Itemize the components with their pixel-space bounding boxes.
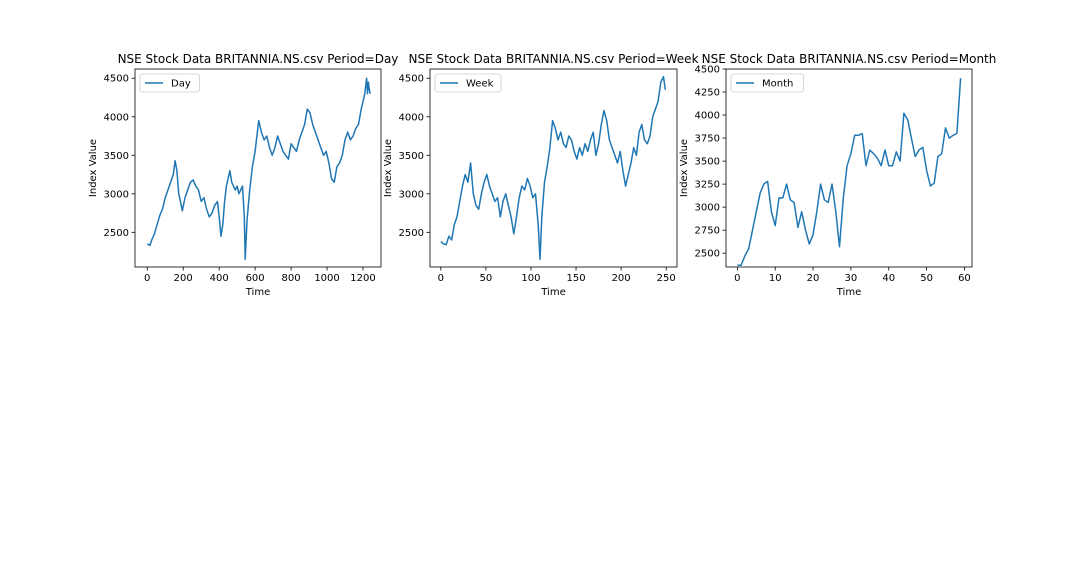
x-tick-label: 1000 — [314, 273, 339, 284]
y-tick-label: 3500 — [695, 157, 720, 168]
x-tick-label: 30 — [845, 273, 858, 284]
y-axis-label: Index Value — [679, 139, 690, 197]
legend-label: Week — [466, 79, 494, 90]
y-tick-label: 4500 — [695, 65, 720, 76]
y-tick-label: 3750 — [695, 134, 720, 145]
y-tick-label: 4500 — [399, 74, 424, 85]
x-tick-label: 800 — [282, 273, 301, 284]
legend-box — [434, 73, 502, 93]
y-tick-label: 4250 — [695, 88, 720, 99]
x-tick-label: 200 — [174, 273, 193, 284]
x-tick-label: 100 — [521, 273, 540, 284]
y-tick-label: 4000 — [695, 111, 720, 122]
subplot-0: NSE Stock Data BRITANNIA.NS.csv Period=D… — [88, 52, 398, 298]
y-tick-label: 3250 — [695, 180, 720, 191]
x-tick-label: 600 — [246, 273, 265, 284]
series-line-month — [737, 78, 962, 266]
legend: Day — [139, 73, 200, 93]
series-line-week — [440, 75, 667, 261]
subplot-2: NSE Stock Data BRITANNIA.NS.csv Period=M… — [679, 52, 996, 298]
y-tick-label: 4500 — [104, 74, 129, 85]
chart-title: NSE Stock Data BRITANNIA.NS.csv Period=D… — [118, 52, 399, 66]
axes-frame — [725, 68, 973, 268]
x-tick-label: 10 — [769, 273, 782, 284]
y-axis-label: Index Value — [88, 139, 99, 197]
x-tick-label: 20 — [807, 273, 820, 284]
legend: Week — [434, 73, 502, 93]
legend: Month — [730, 73, 804, 93]
x-tick-label: 250 — [657, 273, 676, 284]
x-tick-label: 60 — [958, 273, 971, 284]
axes-frame — [429, 68, 678, 268]
x-axis-label: Time — [245, 287, 270, 298]
x-tick-label: 0 — [734, 273, 740, 284]
y-tick-label: 3500 — [399, 151, 424, 162]
y-tick-label: 3000 — [399, 189, 424, 200]
subplot-1: NSE Stock Data BRITANNIA.NS.csv Period=W… — [383, 52, 699, 298]
axes-frame — [134, 68, 382, 268]
y-tick-label: 2500 — [104, 228, 129, 239]
chart-title: NSE Stock Data BRITANNIA.NS.csv Period=W… — [408, 52, 698, 66]
x-axis-label: Time — [836, 287, 861, 298]
x-tick-label: 50 — [480, 273, 493, 284]
y-tick-label: 3000 — [104, 189, 129, 200]
x-tick-label: 50 — [920, 273, 933, 284]
y-tick-label: 2500 — [695, 249, 720, 260]
y-tick-label: 3000 — [695, 203, 720, 214]
chart-title: NSE Stock Data BRITANNIA.NS.csv Period=M… — [702, 52, 997, 66]
x-tick-label: 1200 — [350, 273, 375, 284]
x-tick-label: 150 — [566, 273, 585, 284]
x-axis-label: Time — [540, 287, 565, 298]
y-axis-label: Index Value — [383, 139, 394, 197]
y-tick-label: 2750 — [695, 226, 720, 237]
legend-box — [139, 73, 200, 93]
series-line-day — [146, 77, 371, 261]
x-tick-label: 400 — [210, 273, 229, 284]
legend-label: Day — [171, 79, 191, 90]
y-tick-label: 4000 — [399, 112, 424, 123]
x-tick-label: 0 — [438, 273, 444, 284]
x-tick-label: 40 — [882, 273, 895, 284]
legend-label: Month — [762, 79, 793, 90]
y-tick-label: 2500 — [399, 228, 424, 239]
y-tick-label: 4000 — [104, 112, 129, 123]
legend-box — [730, 73, 804, 93]
y-tick-label: 3500 — [104, 151, 129, 162]
x-tick-label: 0 — [144, 273, 150, 284]
subplots-container: NSE Stock Data BRITANNIA.NS.csv Period=D… — [88, 52, 996, 298]
x-tick-label: 200 — [612, 273, 631, 284]
